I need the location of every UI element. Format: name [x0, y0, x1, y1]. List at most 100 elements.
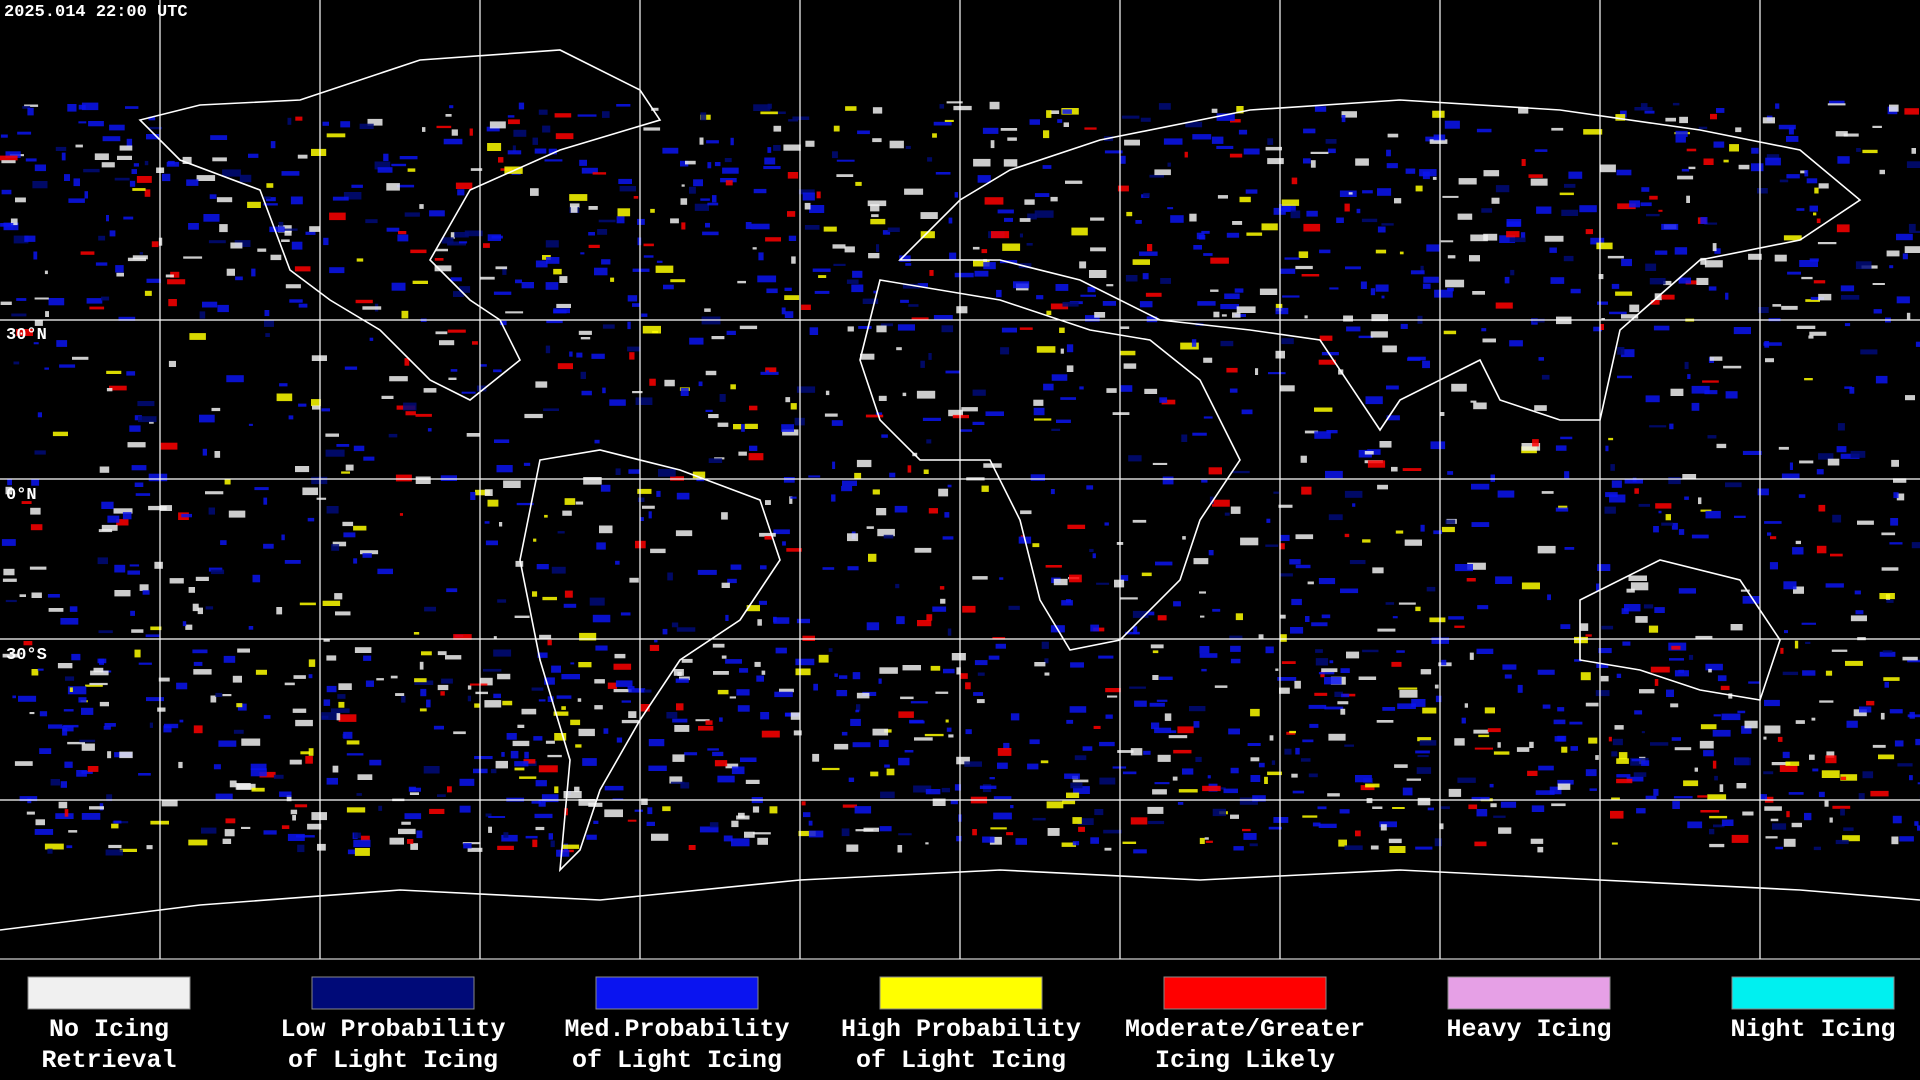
- icing-pixel: [12, 695, 16, 699]
- icing-pixel: [1665, 514, 1671, 521]
- legend-swatch: [27, 976, 191, 1010]
- icing-pixel: [1890, 518, 1899, 526]
- icing-pixel: [265, 197, 276, 202]
- icing-pixel: [480, 677, 493, 686]
- icing-pixel: [1015, 838, 1027, 845]
- icing-pixel: [613, 689, 632, 693]
- icing-pixel: [790, 712, 800, 720]
- icing-pixel: [1595, 755, 1599, 760]
- coastlines: [0, 49, 1920, 931]
- icing-pixel: [105, 849, 123, 856]
- icing-pixel: [114, 177, 130, 181]
- icing-pixel: [662, 147, 679, 154]
- icing-pixel: [39, 711, 48, 717]
- icing-pixel: [60, 618, 79, 625]
- icing-pixel: [1211, 108, 1218, 113]
- icing-pixel: [984, 197, 1004, 205]
- icing-pixel: [311, 399, 321, 407]
- icing-pixel: [942, 536, 954, 540]
- icing-pixel: [764, 536, 772, 540]
- icing-pixel: [89, 682, 108, 686]
- icing-pixel: [1214, 685, 1228, 688]
- icing-pixel: [31, 479, 40, 486]
- icing-pixel: [254, 487, 269, 491]
- icing-pixel: [933, 121, 952, 126]
- icing-pixel: [374, 161, 391, 170]
- icing-pixel: [965, 682, 971, 690]
- icing-pixel: [802, 192, 815, 201]
- icing-pixel: [1596, 583, 1600, 591]
- icing-pixel: [1510, 269, 1515, 276]
- icing-pixel: [95, 262, 108, 266]
- icing-pixel: [1721, 819, 1734, 826]
- icing-pixel: [644, 689, 652, 693]
- icing-pixel: [1398, 602, 1416, 605]
- icing-pixel: [365, 219, 378, 224]
- icing-pixel: [1155, 561, 1173, 566]
- icing-pixel: [801, 304, 811, 310]
- icing-pixel: [1066, 719, 1074, 724]
- icing-pixel: [997, 762, 1008, 769]
- icing-pixel: [1914, 821, 1919, 826]
- icing-pixel: [1650, 666, 1670, 673]
- icing-pixel: [1059, 327, 1065, 333]
- icing-pixel: [753, 832, 771, 835]
- icing-pixel: [1631, 758, 1641, 762]
- icing-pixel: [1585, 702, 1599, 707]
- icing-pixel: [369, 759, 382, 766]
- icing-pixel: [656, 490, 661, 497]
- icing-pixel: [336, 713, 341, 721]
- icing-pixel: [597, 229, 608, 235]
- icing-pixel: [719, 394, 726, 402]
- icing-pixel: [1344, 490, 1363, 498]
- icing-pixel: [972, 829, 977, 836]
- icing-pixel: [761, 670, 766, 675]
- icing-pixel: [1416, 767, 1432, 774]
- icing-pixel: [902, 665, 921, 671]
- icing-pixel: [974, 660, 988, 666]
- icing-pixel: [1129, 686, 1146, 689]
- icing-pixel: [1484, 707, 1495, 714]
- icing-pixel: [1420, 524, 1425, 532]
- icing-pixel: [16, 298, 27, 301]
- icing-pixel: [119, 751, 133, 759]
- icing-pixel: [1495, 576, 1513, 584]
- icing-pixel: [1209, 496, 1214, 505]
- icing-pixel: [569, 203, 580, 208]
- icing-pixel: [517, 724, 525, 728]
- icing-pixel: [592, 172, 607, 175]
- icing-pixel: [354, 647, 372, 653]
- icing-pixel: [1230, 645, 1241, 652]
- icing-pixel: [621, 719, 639, 724]
- icing-pixel: [1682, 474, 1697, 479]
- icing-pixel: [1915, 341, 1920, 347]
- icing-pixel: [588, 232, 595, 236]
- icing-pixel: [1611, 751, 1618, 757]
- icing-pixel: [897, 845, 903, 853]
- icing-pixel: [423, 388, 437, 393]
- icing-pixel: [484, 700, 502, 708]
- icing-pixel: [782, 429, 799, 436]
- icing-pixel: [1207, 775, 1211, 779]
- icing-pixel: [804, 225, 820, 230]
- icing-pixel: [615, 680, 633, 687]
- icing-pixel: [311, 148, 327, 156]
- icing-pixel: [1284, 257, 1300, 260]
- icing-pixel: [1896, 233, 1913, 241]
- icing-pixel: [736, 815, 750, 820]
- icing-pixel: [1125, 631, 1140, 635]
- icing-pixel: [148, 505, 167, 511]
- icing-pixel: [1090, 624, 1099, 632]
- icing-pixel: [594, 705, 603, 710]
- icing-pixel: [717, 422, 729, 427]
- icing-pixel: [1212, 608, 1221, 612]
- icing-pixel: [1072, 779, 1089, 783]
- icing-pixel: [1831, 649, 1848, 652]
- icing-pixel: [1641, 731, 1645, 734]
- icing-pixel: [1290, 210, 1301, 219]
- icing-pixel: [620, 612, 631, 616]
- icing-pixel: [1795, 540, 1801, 545]
- icing-pixel: [222, 694, 232, 697]
- icing-pixel: [1079, 386, 1084, 390]
- icing-pixel: [401, 821, 411, 825]
